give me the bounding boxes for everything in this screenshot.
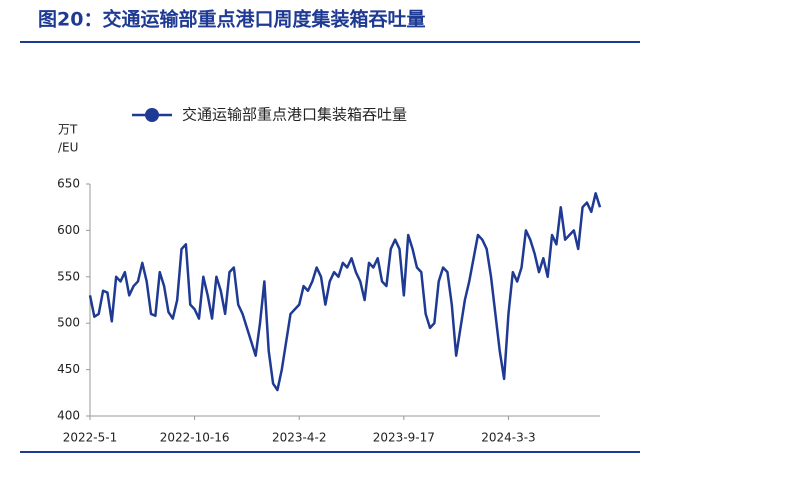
y-tick-label: 500 — [57, 316, 80, 330]
y-tick-label: 550 — [57, 269, 80, 283]
y-axis-label: /EU — [58, 141, 78, 155]
x-tick-label: 2022-10-16 — [160, 431, 230, 445]
x-tick-label: 2022-5-1 — [63, 431, 117, 445]
legend-label: 交通运输部重点港口集装箱吞吐量 — [182, 106, 407, 124]
y-tick-label: 450 — [57, 362, 80, 376]
legend-marker — [145, 108, 159, 122]
x-tick-label: 2023-4-2 — [272, 431, 326, 445]
y-tick-label: 600 — [57, 223, 80, 237]
chart-title: 图20：交通运输部重点港口周度集装箱吞吐量 — [38, 8, 425, 31]
y-axis-label: 万T — [58, 123, 78, 137]
y-tick-label: 400 — [57, 409, 80, 423]
x-tick-label: 2024-3-3 — [481, 431, 535, 445]
y-tick-label: 650 — [57, 177, 80, 191]
x-tick-label: 2023-9-17 — [373, 431, 435, 445]
series-line — [88, 192, 602, 392]
